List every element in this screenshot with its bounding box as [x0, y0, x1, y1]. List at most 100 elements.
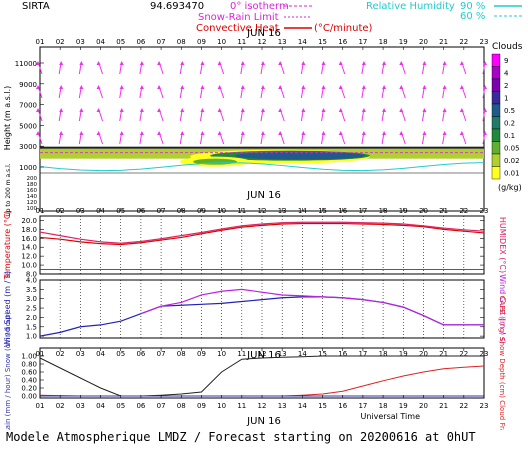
clouds-legend-units: (g/kg) [498, 183, 522, 192]
wind-arrow-head [301, 61, 306, 65]
hour-tick-label: 16 [338, 402, 347, 410]
clouds-legend-swatch [491, 103, 501, 117]
hour-tick-label: 18 [379, 38, 388, 46]
clouds-legend-label: 0.5 [504, 107, 515, 115]
wind-arrow-head [36, 108, 40, 112]
hour-tick-label: 17 [358, 38, 367, 46]
wind-arrow-head [96, 131, 101, 135]
y-tick-label: 2.0 [26, 314, 37, 322]
wind-arrow-head [217, 61, 222, 65]
height-tick-label: 11000 [15, 60, 37, 68]
height-low-tick-label: 140 [27, 194, 38, 200]
legend-convective: Convective Heat [196, 23, 279, 34]
date-label-rain: JUN 16 [246, 350, 281, 361]
clouds-legend-label: 4 [504, 70, 509, 78]
hour-tick-label: 06 [136, 402, 145, 410]
station-name: SIRTA [22, 1, 50, 12]
height-low-tick-label: 180 [27, 182, 38, 188]
wind-arrow-head [399, 61, 404, 65]
wind-arrow-head [59, 61, 64, 65]
wind-arrow-head [157, 108, 162, 112]
wind-arrow-head [459, 85, 464, 89]
wind-arrow-head [217, 108, 222, 112]
wind-arrow-head [459, 131, 464, 135]
wind-arrow-head [261, 108, 265, 112]
wind-arrow-head [278, 108, 283, 112]
height-low-tick-label: 100 [27, 206, 38, 212]
clouds-legend-label: 2 [504, 82, 508, 90]
wind-arrow-head [321, 85, 326, 89]
hour-tick-label: 04 [96, 402, 105, 410]
height-ylabel-low: Up to 200 m a.s.l. [5, 163, 12, 216]
cloud-band-blue [235, 151, 365, 160]
hour-tick-label: 13 [278, 350, 287, 358]
height-low-tick-label: 160 [27, 188, 38, 194]
wind-arrow-head [240, 131, 245, 135]
wind-arrow-head [483, 108, 487, 112]
y-tick-label: 8.0 [26, 271, 37, 279]
wind-arrow-head [301, 131, 306, 135]
rain-series-line [39, 365, 485, 397]
rain-ylabel: Rain (mm / hour) Snow (cm / hour) [4, 312, 12, 430]
clouds-legend: 9 4 2 1 0.5 0.2 0.1 0.05 0.02 0.01 [491, 53, 520, 180]
hour-tick-label: 11 [237, 350, 246, 358]
wind-gust-ylabel: Wind Gust (m / s) [498, 274, 507, 344]
clouds-legend-swatch [491, 128, 501, 142]
coords-text: 94.693470 [150, 1, 204, 12]
wind-arrow-head [442, 61, 447, 65]
wind-arrow-head [96, 85, 101, 89]
hour-tick-label: 15 [318, 402, 327, 410]
legend-convective-units: (°C/minute) [314, 23, 373, 34]
wind-arrow-head [139, 85, 144, 89]
hour-tick-label: 19 [399, 38, 408, 46]
wind-arrow-head [240, 108, 245, 112]
hour-tick-label: 14 [298, 350, 307, 358]
hour-tick-label: 02 [56, 350, 65, 358]
wind-arrow-head [139, 61, 144, 65]
wind-arrow-head [180, 85, 185, 89]
hour-tick-label: 06 [136, 38, 145, 46]
y-tick-label: 14.0 [21, 244, 37, 252]
wind-arrow-head [79, 131, 84, 135]
wind-arrow-head [382, 108, 387, 112]
wind-arrow-head [157, 131, 162, 135]
wind-arrow-head [361, 108, 366, 112]
hour-tick-label: 07 [157, 38, 166, 46]
wind-arrow-head [422, 61, 427, 65]
clouds-legend-label: 9 [504, 57, 508, 65]
hour-tick-label: 08 [177, 38, 186, 46]
hour-tick-label: 02 [56, 402, 65, 410]
rain-y-tick-label: 0.20 [21, 385, 37, 393]
wind-arrow-head [261, 85, 265, 89]
wind-arrow-head [119, 61, 124, 65]
wind-arrow-head [361, 61, 366, 65]
wind-arrow-head [261, 131, 265, 135]
hour-tick-label: 21 [439, 402, 448, 410]
wind-arrow-head [139, 108, 144, 112]
hour-tick-label: 23 [480, 402, 489, 410]
hour-tick-label: 08 [177, 350, 186, 358]
hour-tick-label: 22 [459, 38, 468, 46]
hour-tick-label: 12 [258, 38, 267, 46]
y-tick-label: 18.0 [21, 226, 37, 234]
y-tick-label: 10.0 [21, 262, 37, 270]
wind-arrow-head [96, 61, 101, 65]
wind-arrow-head [338, 85, 343, 89]
hour-tick-label: 04 [96, 38, 105, 46]
rh-contour [39, 162, 485, 172]
y-tick-label: 12.0 [21, 253, 37, 261]
clouds-legend-swatch [491, 166, 501, 180]
wind-arrow-head [382, 61, 387, 65]
hour-tick-label: 03 [76, 38, 85, 46]
wind-arrow-head [483, 85, 487, 89]
wind-arrow-head [321, 131, 326, 135]
footer-caption: Modele Atmospherique LMDZ / Forecast sta… [6, 430, 476, 444]
wind-panel-frame [39, 279, 485, 339]
wind-arrow-head [422, 85, 427, 89]
y-tick-label: 1.0 [26, 333, 37, 341]
height-tick-label: 1000 [19, 164, 37, 172]
wind-arrow-head [79, 61, 84, 65]
hour-tick-label: 10 [217, 402, 226, 410]
hour-tick-label: 02 [56, 38, 65, 46]
hour-tick-label: 07 [157, 402, 166, 410]
